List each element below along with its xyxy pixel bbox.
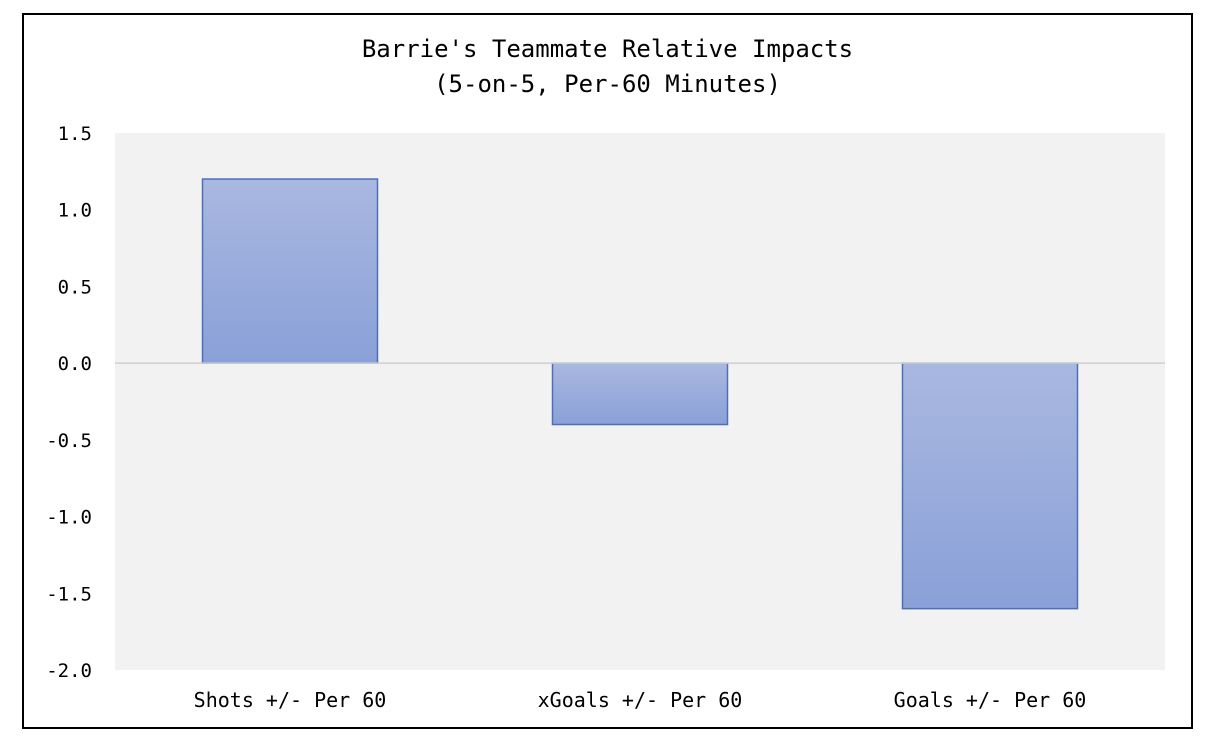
- x-category-label: Goals +/- Per 60: [894, 688, 1087, 712]
- y-tick-label: 0.5: [58, 276, 92, 298]
- y-tick-label: -0.5: [46, 430, 92, 452]
- bar-2: [901, 362, 1079, 610]
- y-tick-label: 1.0: [58, 200, 92, 222]
- chart-subtitle: (5-on-5, Per-60 Minutes): [434, 70, 781, 98]
- bar-1: [551, 362, 729, 426]
- chart-title: Barrie's Teammate Relative Impacts: [361, 35, 854, 63]
- y-tick-label: -1.0: [46, 507, 92, 529]
- y-tick-label: -2.0: [46, 660, 92, 682]
- y-tick-label: 0.0: [58, 353, 92, 375]
- y-tick-label: 1.5: [58, 123, 92, 145]
- y-tick-label: -1.5: [46, 583, 92, 605]
- x-category-label: xGoals +/- Per 60: [538, 688, 743, 712]
- bar-0: [201, 178, 379, 364]
- x-category-label: Shots +/- Per 60: [194, 688, 387, 712]
